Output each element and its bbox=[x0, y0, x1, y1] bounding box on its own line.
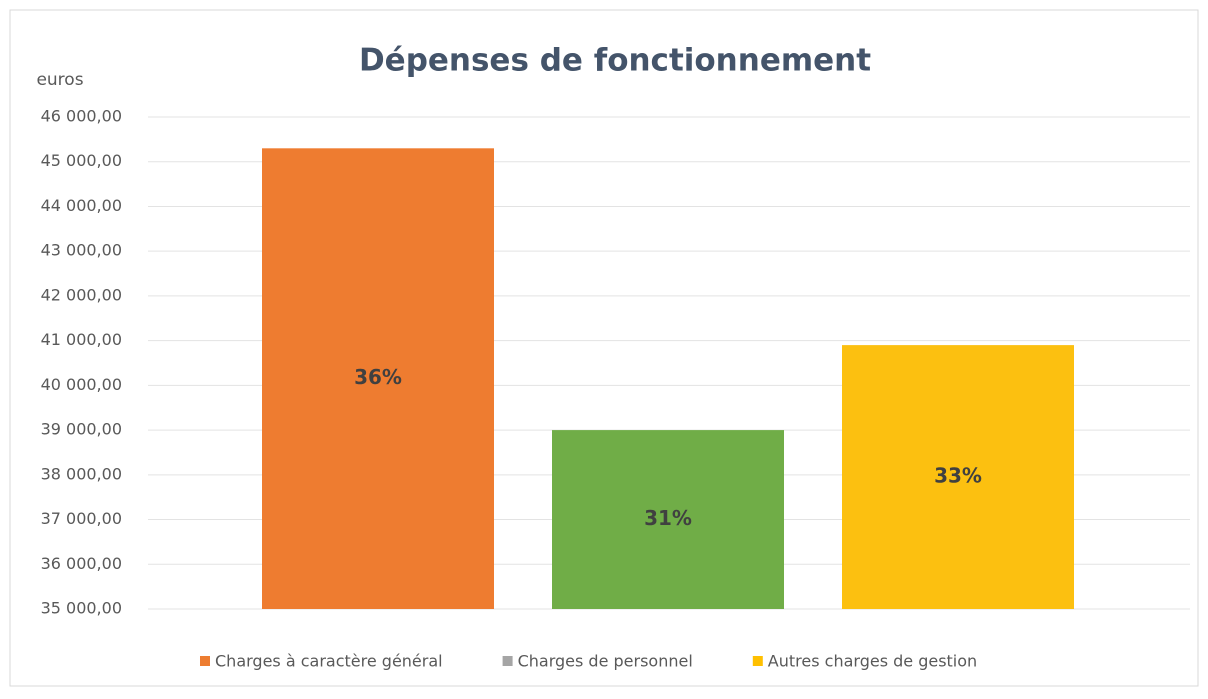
bar bbox=[842, 345, 1074, 609]
y-tick-label: 45 000,00 bbox=[41, 151, 122, 170]
y-tick-label: 44 000,00 bbox=[41, 196, 122, 215]
legend-swatch bbox=[200, 656, 210, 666]
y-tick-label: 40 000,00 bbox=[41, 375, 122, 394]
bar bbox=[552, 430, 784, 609]
y-tick-label: 37 000,00 bbox=[41, 509, 122, 528]
y-tick-label: 46 000,00 bbox=[41, 107, 122, 126]
legend-swatch bbox=[502, 656, 513, 666]
y-tick-label: 39 000,00 bbox=[41, 420, 122, 439]
chart-title: Dépenses de fonctionnement bbox=[359, 43, 871, 79]
legend-label: Charges à caractère général bbox=[215, 652, 443, 671]
data-label: 31% bbox=[644, 506, 692, 530]
y-tick-label: 41 000,00 bbox=[41, 330, 122, 349]
data-label: 36% bbox=[354, 365, 402, 389]
legend-label: Autres charges de gestion bbox=[768, 652, 977, 671]
y-axis-label: euros bbox=[36, 70, 83, 90]
y-tick-label: 38 000,00 bbox=[41, 464, 122, 483]
legend-swatch bbox=[752, 656, 763, 666]
y-tick-label: 43 000,00 bbox=[41, 241, 122, 260]
legend-label: Charges de personnel bbox=[518, 652, 693, 671]
y-tick-label: 36 000,00 bbox=[41, 554, 122, 573]
data-label: 33% bbox=[934, 464, 982, 488]
y-tick-label: 42 000,00 bbox=[41, 285, 122, 304]
y-tick-label: 35 000,00 bbox=[41, 599, 122, 618]
bar bbox=[262, 148, 494, 610]
